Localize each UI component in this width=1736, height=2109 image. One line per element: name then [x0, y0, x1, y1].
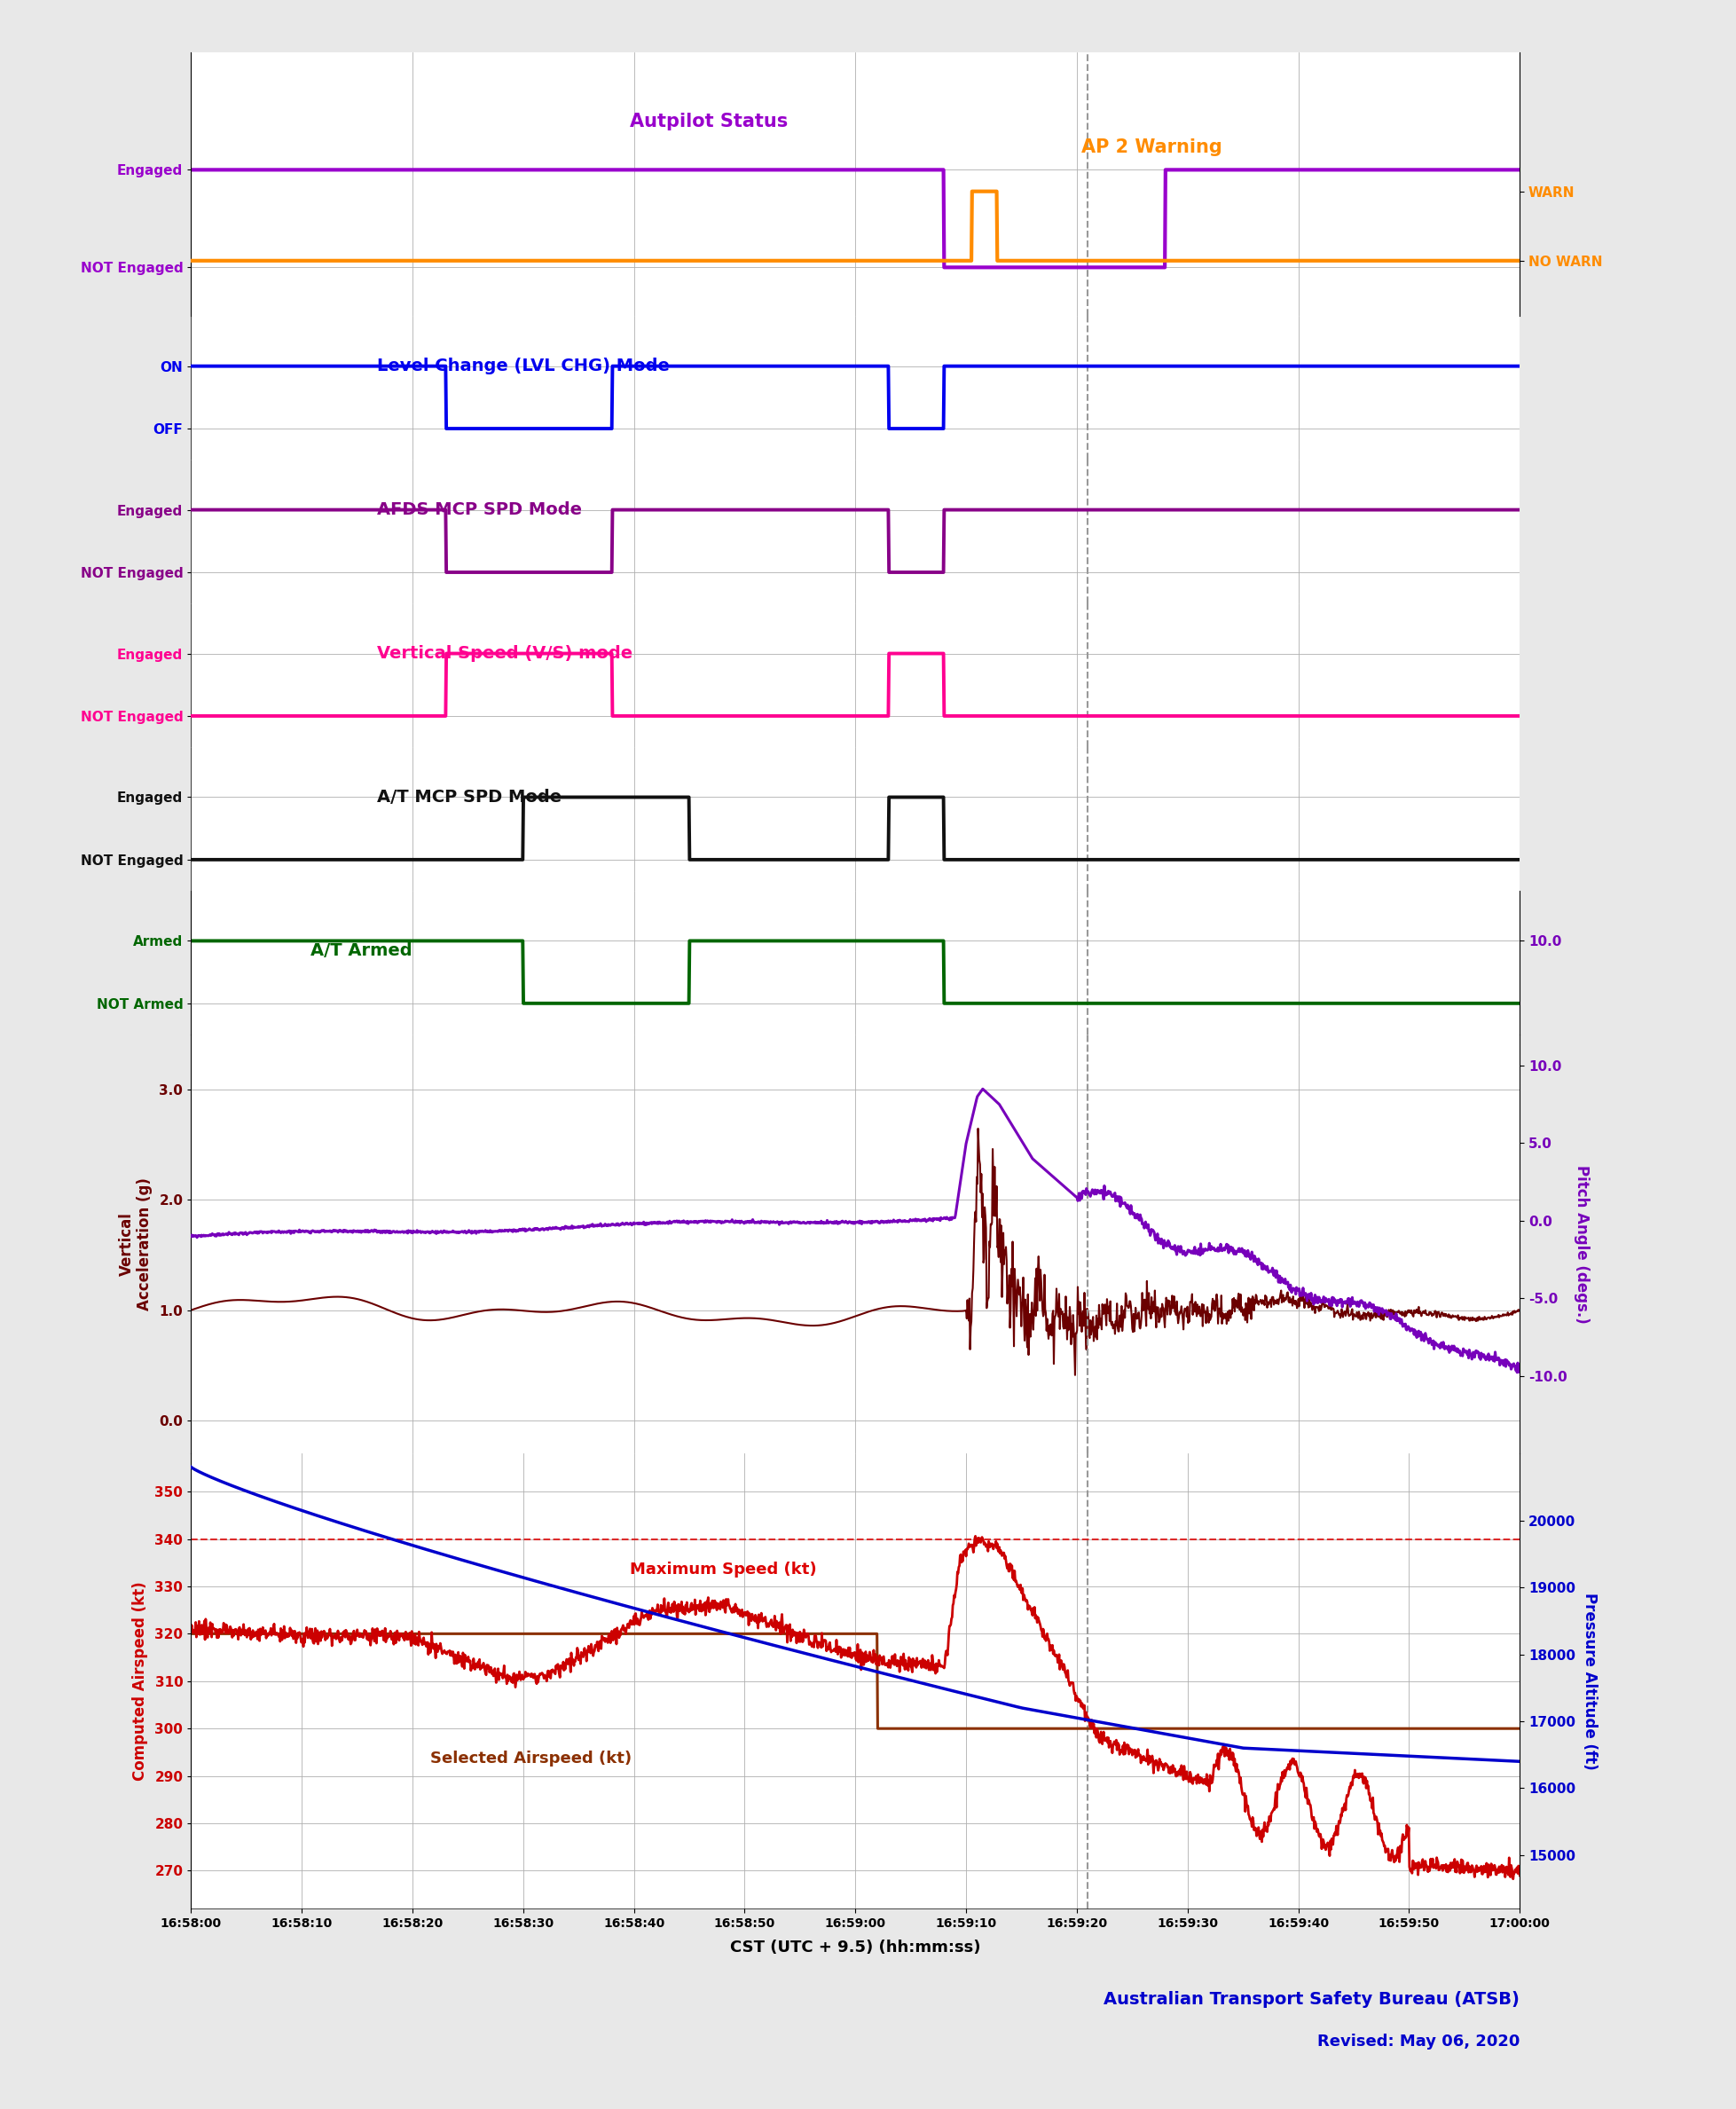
Text: A/T MCP SPD Mode: A/T MCP SPD Mode	[377, 789, 561, 806]
Text: Australian Transport Safety Bureau (ATSB): Australian Transport Safety Bureau (ATSB…	[1104, 1991, 1519, 2008]
Text: A/T Armed: A/T Armed	[311, 943, 411, 960]
Text: AFDS MCP SPD Mode: AFDS MCP SPD Mode	[377, 502, 582, 519]
Text: Revised: May 06, 2020: Revised: May 06, 2020	[1316, 2033, 1519, 2050]
Y-axis label: Computed Airspeed (kt): Computed Airspeed (kt)	[132, 1582, 148, 1780]
Text: Vertical Speed (V/S) mode: Vertical Speed (V/S) mode	[377, 645, 632, 662]
Text: Autpilot Status: Autpilot Status	[628, 112, 786, 131]
Text: Selected Airspeed (kt): Selected Airspeed (kt)	[431, 1750, 632, 1767]
Y-axis label: Pitch Angle (degs.): Pitch Angle (degs.)	[1573, 1164, 1588, 1324]
Text: Maximum Speed (kt): Maximum Speed (kt)	[628, 1563, 816, 1578]
Y-axis label: Vertical
Acceleration (g): Vertical Acceleration (g)	[118, 1177, 153, 1310]
X-axis label: CST (UTC + 9.5) (hh:mm:ss): CST (UTC + 9.5) (hh:mm:ss)	[729, 1940, 981, 1955]
Text: Level Change (LVL CHG) Mode: Level Change (LVL CHG) Mode	[377, 356, 670, 373]
Text: AP 2 Warning: AP 2 Warning	[1082, 139, 1222, 156]
Y-axis label: Pressure Altitude (ft): Pressure Altitude (ft)	[1581, 1592, 1597, 1769]
